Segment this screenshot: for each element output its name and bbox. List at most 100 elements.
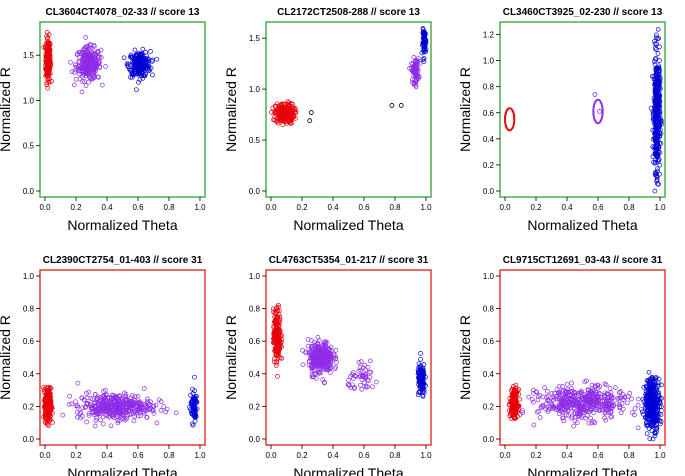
data-point xyxy=(141,386,147,391)
data-point xyxy=(653,35,659,41)
data-point xyxy=(370,384,375,390)
y-axis-label: Normalized R xyxy=(457,67,473,152)
data-point xyxy=(93,64,98,69)
data-point xyxy=(92,404,98,410)
data-point xyxy=(84,395,90,401)
x-tick-label: 1.0 xyxy=(654,451,666,460)
x-tick-label: 0.4 xyxy=(101,451,113,460)
data-point xyxy=(46,32,52,37)
data-point xyxy=(657,127,663,133)
data-point xyxy=(107,414,113,420)
data-point xyxy=(145,64,151,69)
data-point xyxy=(412,67,417,73)
data-point xyxy=(140,76,146,81)
data-point xyxy=(97,64,103,70)
x-tick-label: 0.4 xyxy=(101,203,113,212)
x-axis-label: Normalized Theta xyxy=(293,217,403,233)
data-point xyxy=(60,412,66,418)
y-tick-label: 0.4 xyxy=(483,370,495,379)
data-point xyxy=(131,60,136,66)
data-point xyxy=(84,419,90,425)
x-tick-label: 0.8 xyxy=(389,203,401,212)
data-point xyxy=(655,140,661,146)
data-point xyxy=(130,70,136,75)
x-tick-label: 0.2 xyxy=(70,451,82,460)
data-point xyxy=(358,382,363,388)
data-point xyxy=(273,351,279,357)
data-point xyxy=(588,415,593,421)
x-axis-label: Normalized Theta xyxy=(527,465,637,476)
data-point xyxy=(79,57,85,62)
x-tick-label: 0.0 xyxy=(265,451,277,460)
data-point xyxy=(657,93,662,99)
chart-title: CL2172CT2508-288 // score 13 xyxy=(277,7,420,18)
data-point xyxy=(46,423,51,428)
data-point xyxy=(73,62,78,68)
y-axis-label: Normalized R xyxy=(223,67,239,152)
data-point xyxy=(597,109,602,114)
data-point xyxy=(75,409,80,415)
data-point xyxy=(86,79,91,85)
y-tick-label: 1.5 xyxy=(23,51,35,60)
data-point xyxy=(46,415,51,421)
data-point xyxy=(411,55,417,60)
data-point xyxy=(412,64,417,70)
data-point xyxy=(287,102,292,108)
data-point xyxy=(131,409,137,415)
data-point xyxy=(73,403,79,409)
data-point xyxy=(650,136,656,142)
data-point xyxy=(318,370,324,376)
x-tick-label: 0.0 xyxy=(265,203,277,212)
data-point xyxy=(45,50,50,56)
data-point xyxy=(654,92,659,98)
data-point xyxy=(89,405,94,411)
data-point xyxy=(530,399,536,405)
data-point xyxy=(273,305,279,311)
data-point xyxy=(277,355,283,361)
data-point xyxy=(101,421,106,427)
y-tick-label: 0.4 xyxy=(483,135,495,144)
x-tick-label: 0.4 xyxy=(561,203,573,212)
data-point xyxy=(94,415,100,421)
x-tick-label: 1.0 xyxy=(194,451,206,460)
data-point xyxy=(288,118,294,124)
data-point xyxy=(655,112,660,118)
chart-panel: CL2172CT2508-288 // score 13 0.0 0.2 0.4 0.6… xyxy=(223,7,432,233)
data-point xyxy=(273,337,279,343)
data-point xyxy=(192,418,198,424)
data-point xyxy=(114,410,120,416)
data-point xyxy=(115,418,121,423)
data-point xyxy=(333,348,339,353)
data-point xyxy=(84,401,90,407)
data-point xyxy=(124,397,129,403)
data-point xyxy=(273,104,278,109)
data-point xyxy=(146,56,151,62)
data-point xyxy=(279,113,284,119)
data-point xyxy=(135,413,141,419)
data-point xyxy=(192,388,197,394)
data-point xyxy=(136,79,141,85)
data-point xyxy=(44,36,50,42)
y-tick-label: 1.2 xyxy=(483,31,495,40)
data-point xyxy=(76,66,81,72)
chart-title: CL3460CT3925_02-230 // score 13 xyxy=(503,7,663,18)
plot-frame xyxy=(499,269,666,446)
data-point xyxy=(272,103,278,109)
data-point xyxy=(137,77,143,82)
data-point xyxy=(111,396,117,401)
data-point xyxy=(657,44,662,50)
data-point xyxy=(68,59,73,65)
data-point xyxy=(137,409,143,415)
data-point xyxy=(415,55,421,61)
data-point xyxy=(143,403,148,409)
data-point xyxy=(194,393,199,399)
data-point xyxy=(79,89,85,95)
cluster-ellipse xyxy=(504,107,516,132)
data-point xyxy=(93,418,99,423)
y-tick-label: 0.0 xyxy=(23,187,35,196)
data-point xyxy=(103,412,108,417)
x-tick-label: 0.6 xyxy=(592,451,604,460)
data-point xyxy=(656,122,661,128)
y-axis-label: Normalized R xyxy=(0,67,13,152)
